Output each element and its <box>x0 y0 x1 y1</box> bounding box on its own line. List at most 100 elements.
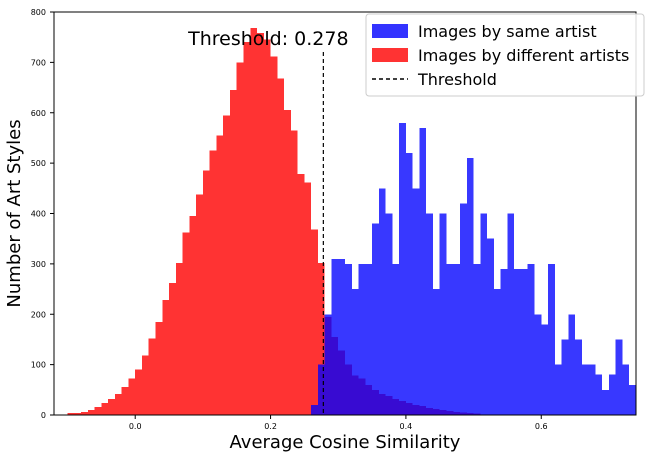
histogram-bar <box>426 213 433 415</box>
x-tick-label: 0.4 <box>400 422 413 431</box>
histogram-bar <box>432 289 440 415</box>
histogram-bar <box>365 263 373 415</box>
histogram-bar <box>602 389 609 415</box>
histogram-bar <box>263 39 271 416</box>
y-tick-label: 600 <box>31 109 46 118</box>
legend-label-images-by-same-artist: Images by same artist <box>418 22 597 41</box>
histogram-bar <box>311 404 318 415</box>
histogram-bar <box>399 122 406 415</box>
histogram-bar <box>331 258 339 415</box>
histogram-bar <box>155 321 163 415</box>
histogram-bar <box>108 398 115 415</box>
histogram-bar <box>622 364 630 415</box>
histogram-bar <box>324 314 332 415</box>
histogram-bar <box>196 194 203 415</box>
histogram-bar <box>405 153 413 416</box>
histogram-bar <box>209 150 217 415</box>
histogram-bar <box>175 262 183 415</box>
histogram-bar <box>446 263 454 415</box>
histogram-bar <box>520 268 528 415</box>
histogram-bar <box>500 268 508 415</box>
histogram-bar <box>575 339 582 415</box>
histogram-bar <box>514 268 521 415</box>
histogram-bar <box>392 263 400 415</box>
histogram-bar <box>372 223 379 415</box>
y-tick-label: 0 <box>41 411 46 420</box>
histogram-bar <box>493 289 501 415</box>
y-tick-label: 200 <box>31 310 46 319</box>
histogram-bar <box>243 42 251 415</box>
legend-box <box>365 13 645 97</box>
histogram-bar <box>351 289 359 415</box>
y-tick-label: 300 <box>31 260 46 269</box>
legend-label-images-by-different-artists: Images by different artists <box>418 46 629 65</box>
histogram-bar <box>460 203 467 415</box>
series-same-artist <box>311 122 636 416</box>
histogram-bar <box>141 355 149 415</box>
x-tick-label: 0.0 <box>129 422 142 431</box>
histogram-bar <box>595 374 603 415</box>
histogram-bar <box>487 238 494 415</box>
histogram-bar <box>629 384 636 415</box>
histogram-bar <box>581 364 589 415</box>
histogram-bar <box>128 378 136 415</box>
histogram-bar <box>114 393 122 415</box>
x-tick-label: 0.6 <box>535 422 548 431</box>
legend-swatch-images-by-same-artist <box>372 24 408 38</box>
histogram-bar <box>182 232 190 415</box>
y-tick-label: 800 <box>31 8 46 17</box>
histogram-bar <box>541 324 549 415</box>
histogram-bar <box>507 213 515 415</box>
histogram-bar <box>466 158 474 415</box>
histogram-bar <box>229 90 237 416</box>
histogram-bar <box>534 314 542 415</box>
histogram-bar <box>345 263 352 415</box>
ticks-layer: 0 100 200 300 400 500 600 700 800 0.0 0.2 0.4 0.6 <box>31 8 548 431</box>
histogram-bar <box>202 170 210 415</box>
histogram-bar <box>615 339 623 415</box>
histogram-bar <box>453 263 461 415</box>
histogram-bar <box>148 338 156 415</box>
histogram-bar <box>554 364 562 415</box>
histogram-bar <box>412 188 420 415</box>
histogram-bar <box>121 386 129 415</box>
histogram-bar <box>358 263 366 415</box>
histogram-bar <box>561 339 569 415</box>
histogram-bar <box>169 283 176 415</box>
histogram-bar <box>162 300 170 415</box>
histogram-bar <box>297 174 305 415</box>
histogram-bar <box>378 188 386 415</box>
histogram-bar <box>223 115 230 416</box>
histogram-bar <box>439 213 447 415</box>
histogram-bar <box>568 314 576 415</box>
histogram-bar <box>473 263 481 415</box>
histogram-bar <box>588 364 596 415</box>
histogram-bar <box>385 213 393 415</box>
histogram-bar <box>236 62 244 415</box>
histogram-bar <box>101 402 109 415</box>
y-axis-label: Number of Art Styles <box>4 119 25 307</box>
bars-layer <box>67 28 636 416</box>
histogram-bar <box>338 258 345 415</box>
histogram-bar <box>81 411 88 415</box>
threshold-annotation: Threshold: 0.278 <box>187 28 348 50</box>
histogram-bar <box>608 374 616 415</box>
x-tick-label: 0.2 <box>264 422 277 431</box>
histogram-bar <box>290 130 298 415</box>
histogram-bar <box>527 263 535 415</box>
histogram-bar <box>419 127 427 416</box>
histogram-bar <box>304 182 312 415</box>
histogram-bar <box>284 110 291 415</box>
y-tick-label: 400 <box>31 210 46 219</box>
y-tick-label: 700 <box>31 58 46 67</box>
x-axis-label: Average Cosine Similarity <box>230 432 461 453</box>
histogram-bar <box>311 229 318 415</box>
histogram-bar <box>277 78 285 416</box>
histogram-bar <box>480 213 488 415</box>
y-tick-label: 500 <box>31 159 46 168</box>
histogram-bar <box>270 56 278 416</box>
histogram-bar <box>548 263 555 415</box>
histogram-bar <box>67 412 75 415</box>
